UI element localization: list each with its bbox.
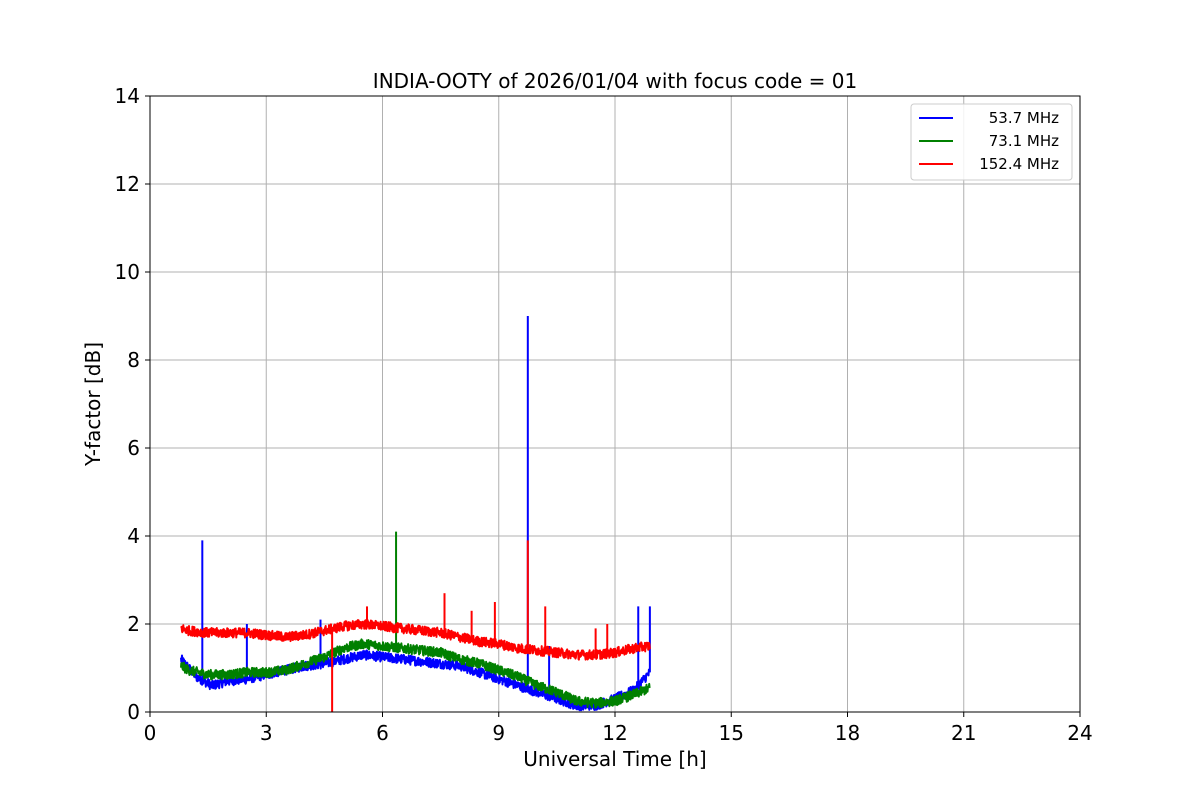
x-tick-label: 18: [835, 721, 860, 745]
legend-label: 73.1 MHz: [989, 132, 1059, 150]
x-tick-label: 9: [492, 721, 505, 745]
y-tick-label: 2: [127, 612, 140, 636]
series-line-3: [180, 619, 651, 661]
y-tick-label: 12: [115, 172, 140, 196]
y-tick-label: 8: [127, 348, 140, 372]
x-axis-label: Universal Time [h]: [523, 747, 706, 771]
series-layer: [180, 316, 651, 712]
y-tick-label: 0: [127, 700, 140, 724]
x-tick-label: 24: [1067, 721, 1092, 745]
x-tick-label: 21: [951, 721, 976, 745]
y-tick-label: 6: [127, 436, 140, 460]
legend-box: [910, 103, 1073, 181]
legend-label: 53.7 MHz: [989, 109, 1059, 127]
x-tick-label: 0: [144, 721, 157, 745]
x-tick-label: 12: [602, 721, 627, 745]
legend-label: 152.4 MHz: [979, 155, 1059, 173]
x-tick-label: 15: [719, 721, 744, 745]
chart-title: INDIA-OOTY of 2026/01/04 with focus code…: [373, 69, 857, 93]
y-tick-label: 4: [127, 524, 140, 548]
x-tick-label: 3: [260, 721, 273, 745]
legend: 53.7 MHz 73.1 MHz 152.4 MHz: [910, 103, 1073, 181]
y-axis-label: Y-factor [dB]: [81, 342, 105, 467]
x-tick-label: 6: [376, 721, 389, 745]
series-line-2: [180, 638, 651, 709]
y-tick-label: 14: [115, 84, 140, 108]
y-tick-label: 10: [115, 260, 140, 284]
